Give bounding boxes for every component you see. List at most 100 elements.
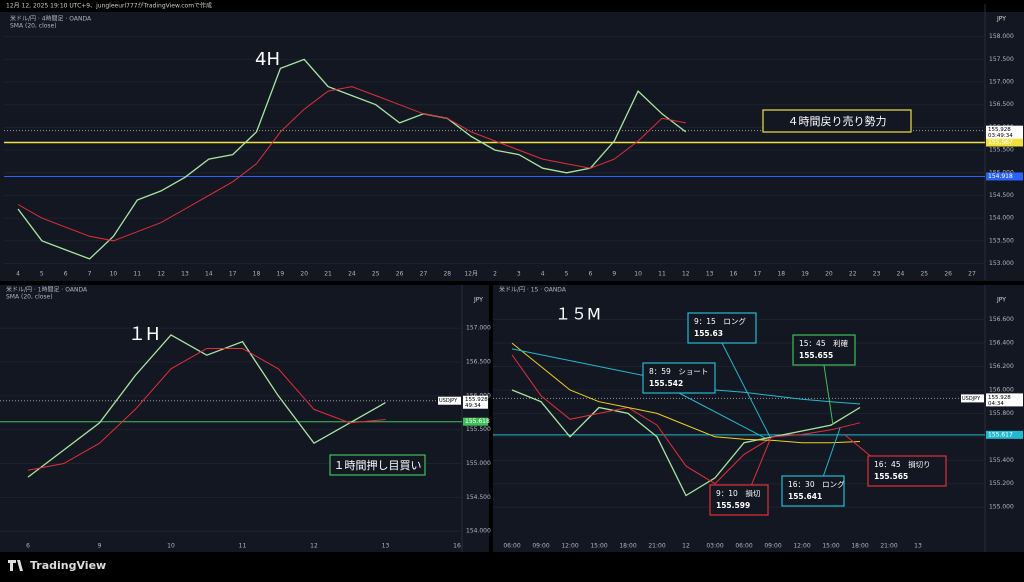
divider — [0, 281, 1024, 285]
x-tick-label: 10 — [167, 543, 175, 550]
annotation-text: 16：45 損切り — [874, 459, 931, 469]
x-tick-label: 12 — [310, 543, 318, 550]
y-tick-label: 155.000 — [466, 460, 491, 467]
x-tick-label: 12:00 — [793, 543, 810, 550]
x-tick-label: 20 — [825, 271, 833, 278]
annotation-value: 155.542 — [649, 379, 683, 388]
level-label: 154.918 — [988, 173, 1013, 180]
x-tick-label: 12 — [682, 271, 690, 278]
x-tick-label: 11 — [133, 271, 141, 278]
level-tag — [986, 430, 1023, 439]
x-tick-label: 10 — [110, 271, 118, 278]
x-tick-label: 13 — [706, 271, 714, 278]
currency: JPY — [473, 297, 483, 304]
logo — [8, 560, 23, 571]
x-tick-label: 22 — [849, 271, 857, 278]
x-tick-label: 24 — [897, 271, 905, 278]
brand: TradingView — [30, 559, 106, 572]
x-tick-label: 09:00 — [764, 543, 781, 550]
x-tick-label: 19 — [277, 271, 285, 278]
x-tick-label: 13 — [382, 543, 390, 550]
x-tick-label: 11 — [239, 543, 247, 550]
x-tick-label: 6 — [588, 271, 592, 278]
y-tick-label: 154.000 — [466, 528, 491, 535]
divider — [489, 283, 493, 553]
x-tick-label: 5 — [40, 271, 44, 278]
x-tick-label: 09:00 — [532, 543, 549, 550]
annotation-text: 15：45 利確 — [799, 338, 849, 348]
annotation-value: 155.599 — [716, 501, 750, 510]
x-tick-label: 17 — [754, 271, 762, 278]
y-tick-label: 156.200 — [989, 363, 1014, 370]
annotation-box — [687, 312, 757, 344]
pane-title: 米ドル/円 · 1時間足 · OANDA — [6, 286, 88, 294]
annotation-box — [762, 109, 912, 133]
x-tick-label: 25 — [372, 271, 380, 278]
x-tick-label: 24 — [348, 271, 356, 278]
x-tick-label: 13 — [181, 271, 189, 278]
series-line — [27, 348, 386, 471]
level-tag — [986, 138, 1023, 147]
level-label: 155.618 — [465, 418, 490, 425]
x-tick-label: 3 — [517, 271, 521, 278]
series-line — [511, 342, 861, 444]
x-tick-label: 18 — [777, 271, 785, 278]
y-tick-label: 155.800 — [989, 410, 1014, 417]
timeframe-label: １H — [128, 324, 160, 345]
annotation-text: 9：15 ロング — [694, 316, 746, 326]
x-tick-label: 18:00 — [851, 543, 868, 550]
header-text: 12月 12, 2025 19:10 UTC+9、jungleeurl777がT… — [6, 2, 212, 10]
x-tick-label: 4 — [541, 271, 545, 278]
symbol-label: USDJPY — [962, 396, 981, 402]
currency: JPY — [996, 297, 1006, 304]
annotation-value: 155.63 — [694, 329, 723, 338]
annotation-value: 155.565 — [874, 472, 908, 481]
y-tick-label: 156.500 — [989, 101, 1014, 108]
level-tag — [463, 417, 488, 426]
y-tick-label: 154.000 — [989, 215, 1014, 222]
level-label: 155.617 — [988, 431, 1013, 438]
x-tick-label: 10 — [634, 271, 642, 278]
x-tick-label: 21:00 — [880, 543, 897, 550]
callout-pointer — [823, 364, 834, 426]
x-tick-label: 21:00 — [648, 543, 665, 550]
y-tick-label: 155.000 — [989, 504, 1014, 511]
y-tick-label: 155.200 — [989, 480, 1014, 487]
x-tick-label: 03:00 — [706, 543, 723, 550]
x-tick-label: 17 — [229, 271, 237, 278]
series-line — [511, 354, 861, 485]
x-tick-label: 2 — [493, 271, 497, 278]
x-tick-label: 5 — [565, 271, 569, 278]
annotation-value: 155.641 — [788, 492, 822, 501]
x-tick-label: 27 — [420, 271, 428, 278]
price-timer: 04:34 — [988, 401, 1004, 407]
x-tick-label: 27 — [968, 271, 976, 278]
price-tag — [986, 393, 1023, 407]
x-tick-label: 16 — [730, 271, 738, 278]
x-tick-label: 26 — [944, 271, 952, 278]
price-label: 155.928 — [988, 395, 1011, 401]
x-tick-label: 06:00 — [503, 543, 520, 550]
price-timer: 03:49:34 — [988, 133, 1013, 139]
price-timer: 49:34 — [465, 403, 481, 409]
series-line — [27, 334, 386, 478]
annotation-value: 155.655 — [799, 351, 833, 360]
x-tick-label: 9 — [98, 543, 102, 550]
y-tick-label: 156.500 — [466, 359, 491, 366]
annotation-text: ４時間戻り売り勢力 — [788, 114, 887, 128]
x-tick-label: 9 — [612, 271, 616, 278]
annotation-text: 16：30 ロング — [788, 479, 845, 489]
y-tick-label: 156.400 — [989, 340, 1014, 347]
symbol-tag — [961, 394, 984, 403]
callout-pointer — [721, 342, 771, 438]
x-tick-label: 7 — [88, 271, 92, 278]
timeframe-label: 4H — [255, 49, 280, 70]
x-tick-label: 12 — [157, 271, 165, 278]
y-tick-label: 157.000 — [989, 79, 1014, 86]
price-tag — [463, 395, 488, 409]
y-tick-label: 155.400 — [989, 457, 1014, 464]
pane-subtitle: SMA (20, close) — [10, 23, 57, 30]
pane-subtitle: SMA (20, close) — [6, 294, 53, 301]
